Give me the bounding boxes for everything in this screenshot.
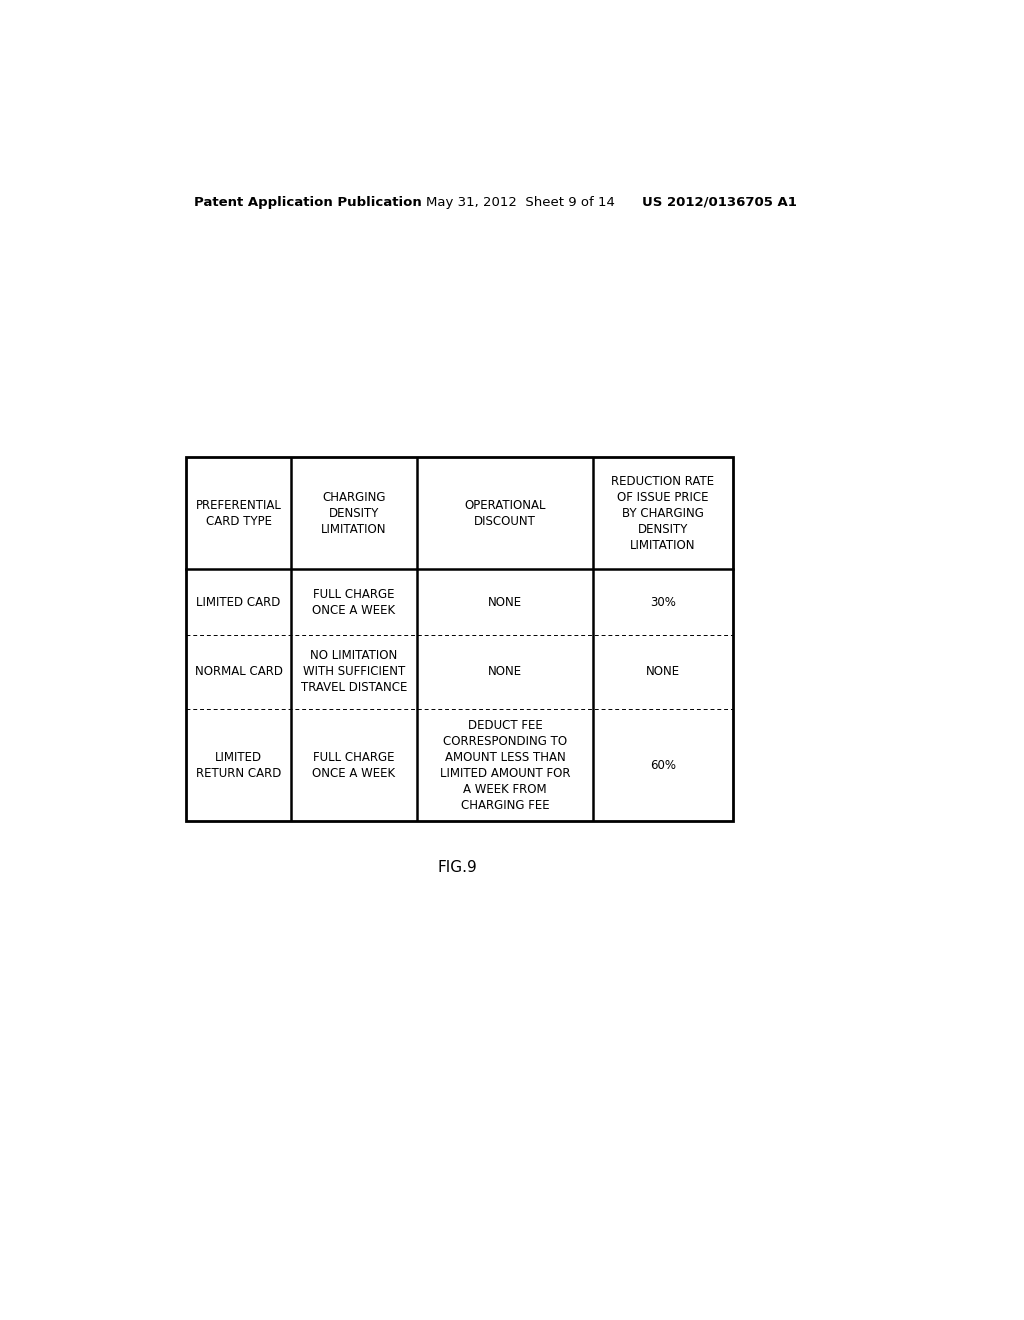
Text: FIG.9: FIG.9 xyxy=(437,861,477,875)
Text: NORMAL CARD: NORMAL CARD xyxy=(195,665,283,678)
Text: 60%: 60% xyxy=(650,759,676,771)
Text: DEDUCT FEE
CORRESPONDING TO
AMOUNT LESS THAN
LIMITED AMOUNT FOR
A WEEK FROM
CHAR: DEDUCT FEE CORRESPONDING TO AMOUNT LESS … xyxy=(439,718,570,812)
Text: Patent Application Publication: Patent Application Publication xyxy=(194,195,422,209)
Text: OPERATIONAL
DISCOUNT: OPERATIONAL DISCOUNT xyxy=(464,499,546,528)
Text: NONE: NONE xyxy=(646,665,680,678)
Text: PREFERENTIAL
CARD TYPE: PREFERENTIAL CARD TYPE xyxy=(196,499,282,528)
Text: NONE: NONE xyxy=(487,665,522,678)
Text: LIMITED
RETURN CARD: LIMITED RETURN CARD xyxy=(196,751,282,780)
Text: NONE: NONE xyxy=(487,595,522,609)
Text: FULL CHARGE
ONCE A WEEK: FULL CHARGE ONCE A WEEK xyxy=(312,751,395,780)
Bar xyxy=(186,457,733,821)
Text: NO LIMITATION
WITH SUFFICIENT
TRAVEL DISTANCE: NO LIMITATION WITH SUFFICIENT TRAVEL DIS… xyxy=(301,649,408,694)
Text: CHARGING
DENSITY
LIMITATION: CHARGING DENSITY LIMITATION xyxy=(322,491,387,536)
Text: REDUCTION RATE
OF ISSUE PRICE
BY CHARGING
DENSITY
LIMITATION: REDUCTION RATE OF ISSUE PRICE BY CHARGIN… xyxy=(611,475,715,552)
Text: 30%: 30% xyxy=(650,595,676,609)
Text: May 31, 2012  Sheet 9 of 14: May 31, 2012 Sheet 9 of 14 xyxy=(426,195,615,209)
Text: LIMITED CARD: LIMITED CARD xyxy=(197,595,281,609)
Text: FULL CHARGE
ONCE A WEEK: FULL CHARGE ONCE A WEEK xyxy=(312,587,395,616)
Text: US 2012/0136705 A1: US 2012/0136705 A1 xyxy=(642,195,797,209)
